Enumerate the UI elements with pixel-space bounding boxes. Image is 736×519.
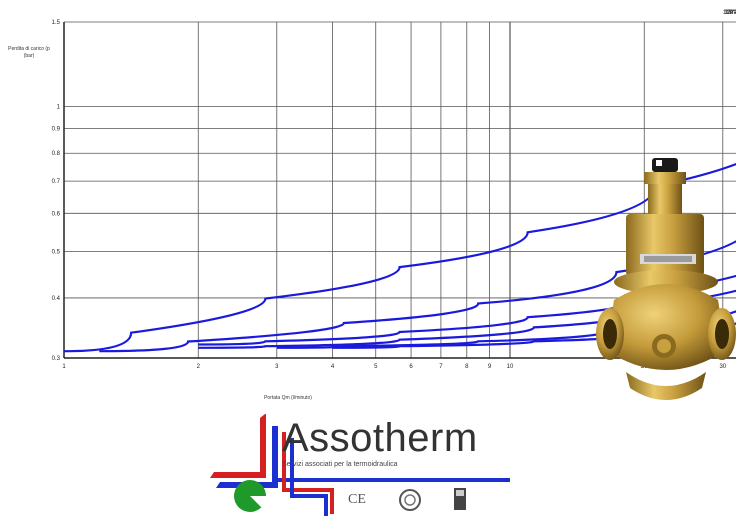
brand-name: Assotherm	[282, 416, 478, 460]
x-tick-label: 9	[488, 364, 492, 370]
cert-mark-icon	[399, 489, 421, 511]
x-tick-label: 1	[62, 364, 66, 370]
x-tick-label: 2	[197, 364, 201, 370]
series-line	[99, 239, 736, 353]
series-line	[63, 162, 736, 353]
y-tick-label: 0.7	[52, 179, 61, 185]
x-tick-label: 30	[719, 364, 726, 370]
valve-bonnet	[626, 214, 704, 276]
y-axis-label: Perdita di carico (p (bar)	[8, 46, 50, 59]
series-size-label: 1/2"	[725, 10, 735, 16]
x-tick-label: 8	[465, 364, 469, 370]
logo-blue-tail	[290, 438, 328, 516]
logo-blue-stripe	[216, 426, 510, 488]
pressure-reducing-valve-image	[596, 158, 736, 400]
logo-graphic	[210, 414, 510, 516]
x-axis-label: Portata Qm (l/minuto)	[264, 395, 312, 401]
ce-mark: CE	[348, 492, 366, 507]
brand-tagline: Servizi associati per la termoidraulica	[282, 461, 398, 468]
series-line	[276, 310, 736, 349]
y-tick-label: 0.6	[52, 211, 61, 217]
y-tick-label: 1.5	[52, 20, 61, 26]
cert-badge-icon	[454, 488, 466, 510]
series-size-label: 3/4"	[725, 10, 735, 16]
y-tick-label: 0.4	[52, 296, 61, 302]
y-tick-label: 0.3	[52, 356, 61, 362]
y-tick-label: 1	[57, 105, 61, 111]
valve-cap	[652, 158, 678, 172]
x-tick-label: 7	[439, 364, 443, 370]
x-tick-label: 6	[409, 364, 413, 370]
series-size-label: 1"1/2	[723, 10, 736, 16]
x-tick-label: 5	[374, 364, 378, 370]
x-tick-label: 4	[331, 364, 335, 370]
x-tick-label: 10	[507, 364, 514, 370]
y-tick-label: 0.8	[52, 151, 61, 157]
y-tick-label: 0.9	[52, 127, 61, 133]
y-tick-label: 0.5	[52, 249, 61, 255]
valve-body	[606, 284, 726, 370]
x-tick-label: 3	[275, 364, 279, 370]
series-line	[332, 322, 736, 349]
logo-red-stripe	[210, 414, 266, 478]
series-size-label: 2"	[727, 10, 732, 16]
series-size-label: 1"1/4	[723, 10, 736, 16]
assotherm-logo: Assotherm Servizi associati per la termo…	[210, 412, 530, 517]
series-size-label: 1"	[727, 10, 732, 16]
